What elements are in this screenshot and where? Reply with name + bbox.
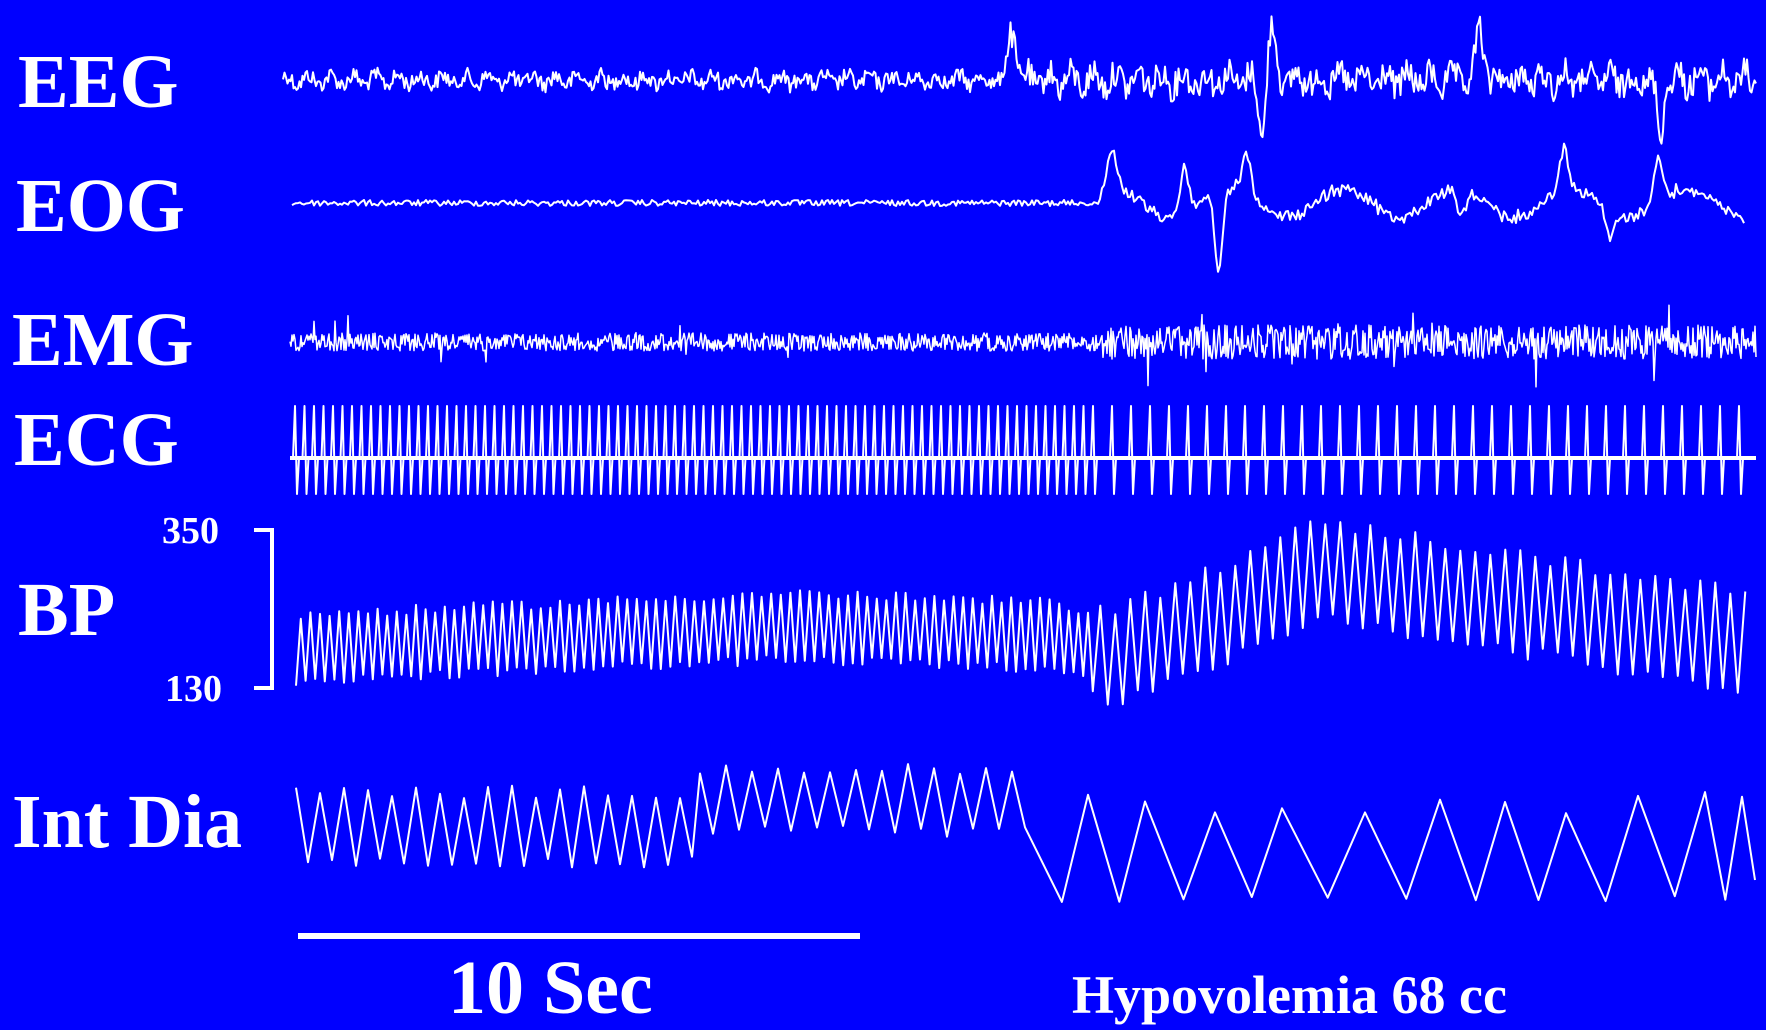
bp-trace (295, 520, 1747, 706)
channel-label-int-dia: Int Dia (12, 780, 243, 864)
bp-scale-bracket (254, 528, 274, 690)
channel-label-bp: BP (18, 568, 116, 652)
ecg-trace (292, 405, 1744, 495)
bp-scale-top-tick-label: 350 (162, 510, 219, 552)
eog-trace (291, 142, 1745, 273)
channel-label-ecg: ECG (14, 398, 179, 482)
channel-label-emg: EMG (12, 298, 194, 382)
bp-scale-bottom-tick-label: 130 (165, 668, 222, 710)
channel-label-eog: EOG (16, 164, 185, 248)
int-dia-trace (295, 763, 1756, 903)
eeg-trace (282, 15, 1757, 145)
channel-label-eeg: EEG (18, 40, 179, 124)
emg-trace (289, 304, 1757, 388)
time-scale-bar-label: 10 Sec (448, 946, 653, 1030)
hypovolemia-annotation: Hypovolemia 68 cc (1072, 965, 1507, 1025)
